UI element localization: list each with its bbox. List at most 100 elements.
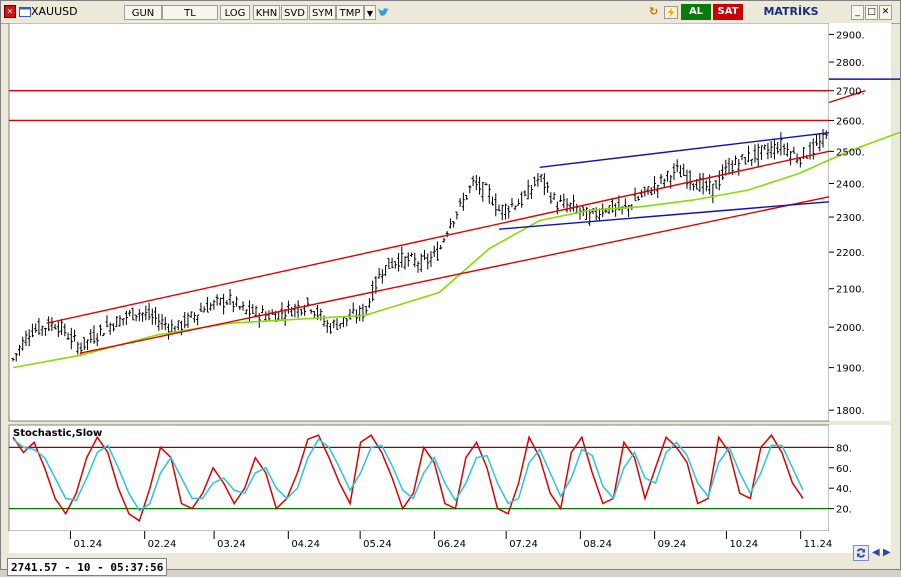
price-bar xyxy=(157,313,161,331)
tmp-button[interactable]: TMP xyxy=(336,5,364,20)
price-bar xyxy=(474,175,478,191)
price-bar xyxy=(66,332,70,340)
red-trendline xyxy=(79,196,830,354)
price-bar xyxy=(426,253,430,270)
price-time-readout: 2741.57 - 10 - 05:37:56 xyxy=(7,558,167,576)
price-bar xyxy=(21,336,25,351)
price-bar xyxy=(756,143,760,167)
price-bar xyxy=(779,132,783,156)
window-icon xyxy=(19,6,31,18)
price-bar xyxy=(212,299,216,310)
price-bar xyxy=(821,128,825,148)
refresh-icon[interactable]: ↻ xyxy=(649,5,659,18)
price-bar xyxy=(73,329,77,342)
price-bar xyxy=(400,246,404,268)
price-bar xyxy=(134,314,138,322)
price-bar xyxy=(137,308,141,322)
price-bar xyxy=(688,170,692,191)
price-bar xyxy=(682,163,686,177)
price-bar xyxy=(792,146,796,154)
price-bar xyxy=(60,318,64,336)
price-bar xyxy=(759,145,763,160)
price-bar xyxy=(196,314,200,326)
price-bar xyxy=(387,257,391,269)
price-tick-label: 2800. xyxy=(836,58,865,69)
date-tick-label: 10.24 xyxy=(729,539,758,550)
price-bar xyxy=(367,297,371,309)
price-bar xyxy=(610,198,614,213)
khn-button[interactable]: KHN xyxy=(253,5,280,20)
buy-button[interactable]: AL xyxy=(681,4,711,20)
price-bar xyxy=(746,145,750,163)
symbol-field[interactable]: XAUUSD xyxy=(31,5,78,18)
price-bar xyxy=(53,323,57,330)
dropdown-icon[interactable]: ▼ xyxy=(364,5,376,20)
svd-button[interactable]: SVD xyxy=(281,5,308,20)
scroll-right-icon[interactable]: ▶ xyxy=(883,547,891,558)
price-bar xyxy=(763,144,767,150)
price-bar xyxy=(526,179,530,200)
price-bar xyxy=(338,323,342,329)
minimize-icon[interactable]: _ xyxy=(851,5,864,20)
price-bar xyxy=(63,323,67,337)
currency-button[interactable]: TL xyxy=(162,5,218,20)
price-bar xyxy=(491,196,495,206)
price-bar xyxy=(591,208,595,215)
price-tick-label: 2000. xyxy=(836,323,865,334)
price-bar xyxy=(150,308,154,325)
price-bar xyxy=(40,325,44,336)
price-bar xyxy=(296,300,300,318)
close-symbol-icon[interactable]: ✕ xyxy=(4,5,16,18)
price-bar xyxy=(163,316,167,331)
price-bar xyxy=(241,301,245,311)
price-bar xyxy=(815,134,819,146)
close-icon[interactable]: ✕ xyxy=(879,5,892,20)
sell-button[interactable]: SAT xyxy=(713,4,743,20)
sync-icon[interactable] xyxy=(853,545,869,561)
period-button[interactable]: GUN xyxy=(124,5,162,20)
price-bar xyxy=(286,300,290,314)
price-bar xyxy=(267,310,271,321)
price-bar xyxy=(659,174,663,184)
stoch-tick-label: 80. xyxy=(836,443,852,454)
price-bar xyxy=(238,305,242,311)
price-bar xyxy=(37,318,41,335)
log-scale-button[interactable]: LOG xyxy=(220,5,250,20)
price-bar xyxy=(115,316,119,328)
price-bar xyxy=(529,184,533,199)
price-bar xyxy=(215,294,219,306)
price-bar xyxy=(724,159,728,176)
price-bar xyxy=(789,150,793,166)
price-bar xyxy=(513,205,517,211)
price-bar xyxy=(86,339,90,351)
scroll-left-icon[interactable]: ◀ xyxy=(872,547,880,558)
price-bar xyxy=(533,176,537,187)
price-tick-label: 2100. xyxy=(836,285,865,296)
date-tick-label: 03.24 xyxy=(217,539,246,550)
twitter-icon[interactable] xyxy=(377,6,390,19)
price-bar xyxy=(205,296,209,313)
price-bar xyxy=(251,304,255,315)
price-bar xyxy=(685,169,689,189)
price-bar xyxy=(167,323,171,340)
lightning-icon[interactable] xyxy=(664,6,678,19)
price-bar xyxy=(264,311,268,322)
price-bar xyxy=(487,184,491,204)
price-bar xyxy=(121,318,125,326)
price-bar xyxy=(458,198,462,207)
price-bar xyxy=(714,180,718,189)
price-bar xyxy=(448,218,452,229)
price-bar xyxy=(82,336,86,351)
sym-button[interactable]: SYM xyxy=(309,5,336,20)
price-bar xyxy=(798,157,802,168)
price-bar xyxy=(14,353,18,362)
price-bar xyxy=(753,144,757,163)
date-tick-label: 05.24 xyxy=(363,539,392,550)
price-bar xyxy=(704,180,708,192)
price-tick-label: 2200. xyxy=(836,248,865,259)
price-bar xyxy=(160,314,164,330)
price-bar xyxy=(192,312,196,323)
price-bar xyxy=(584,207,588,221)
price-bar xyxy=(128,310,132,317)
maximize-icon[interactable]: □ xyxy=(865,5,878,20)
